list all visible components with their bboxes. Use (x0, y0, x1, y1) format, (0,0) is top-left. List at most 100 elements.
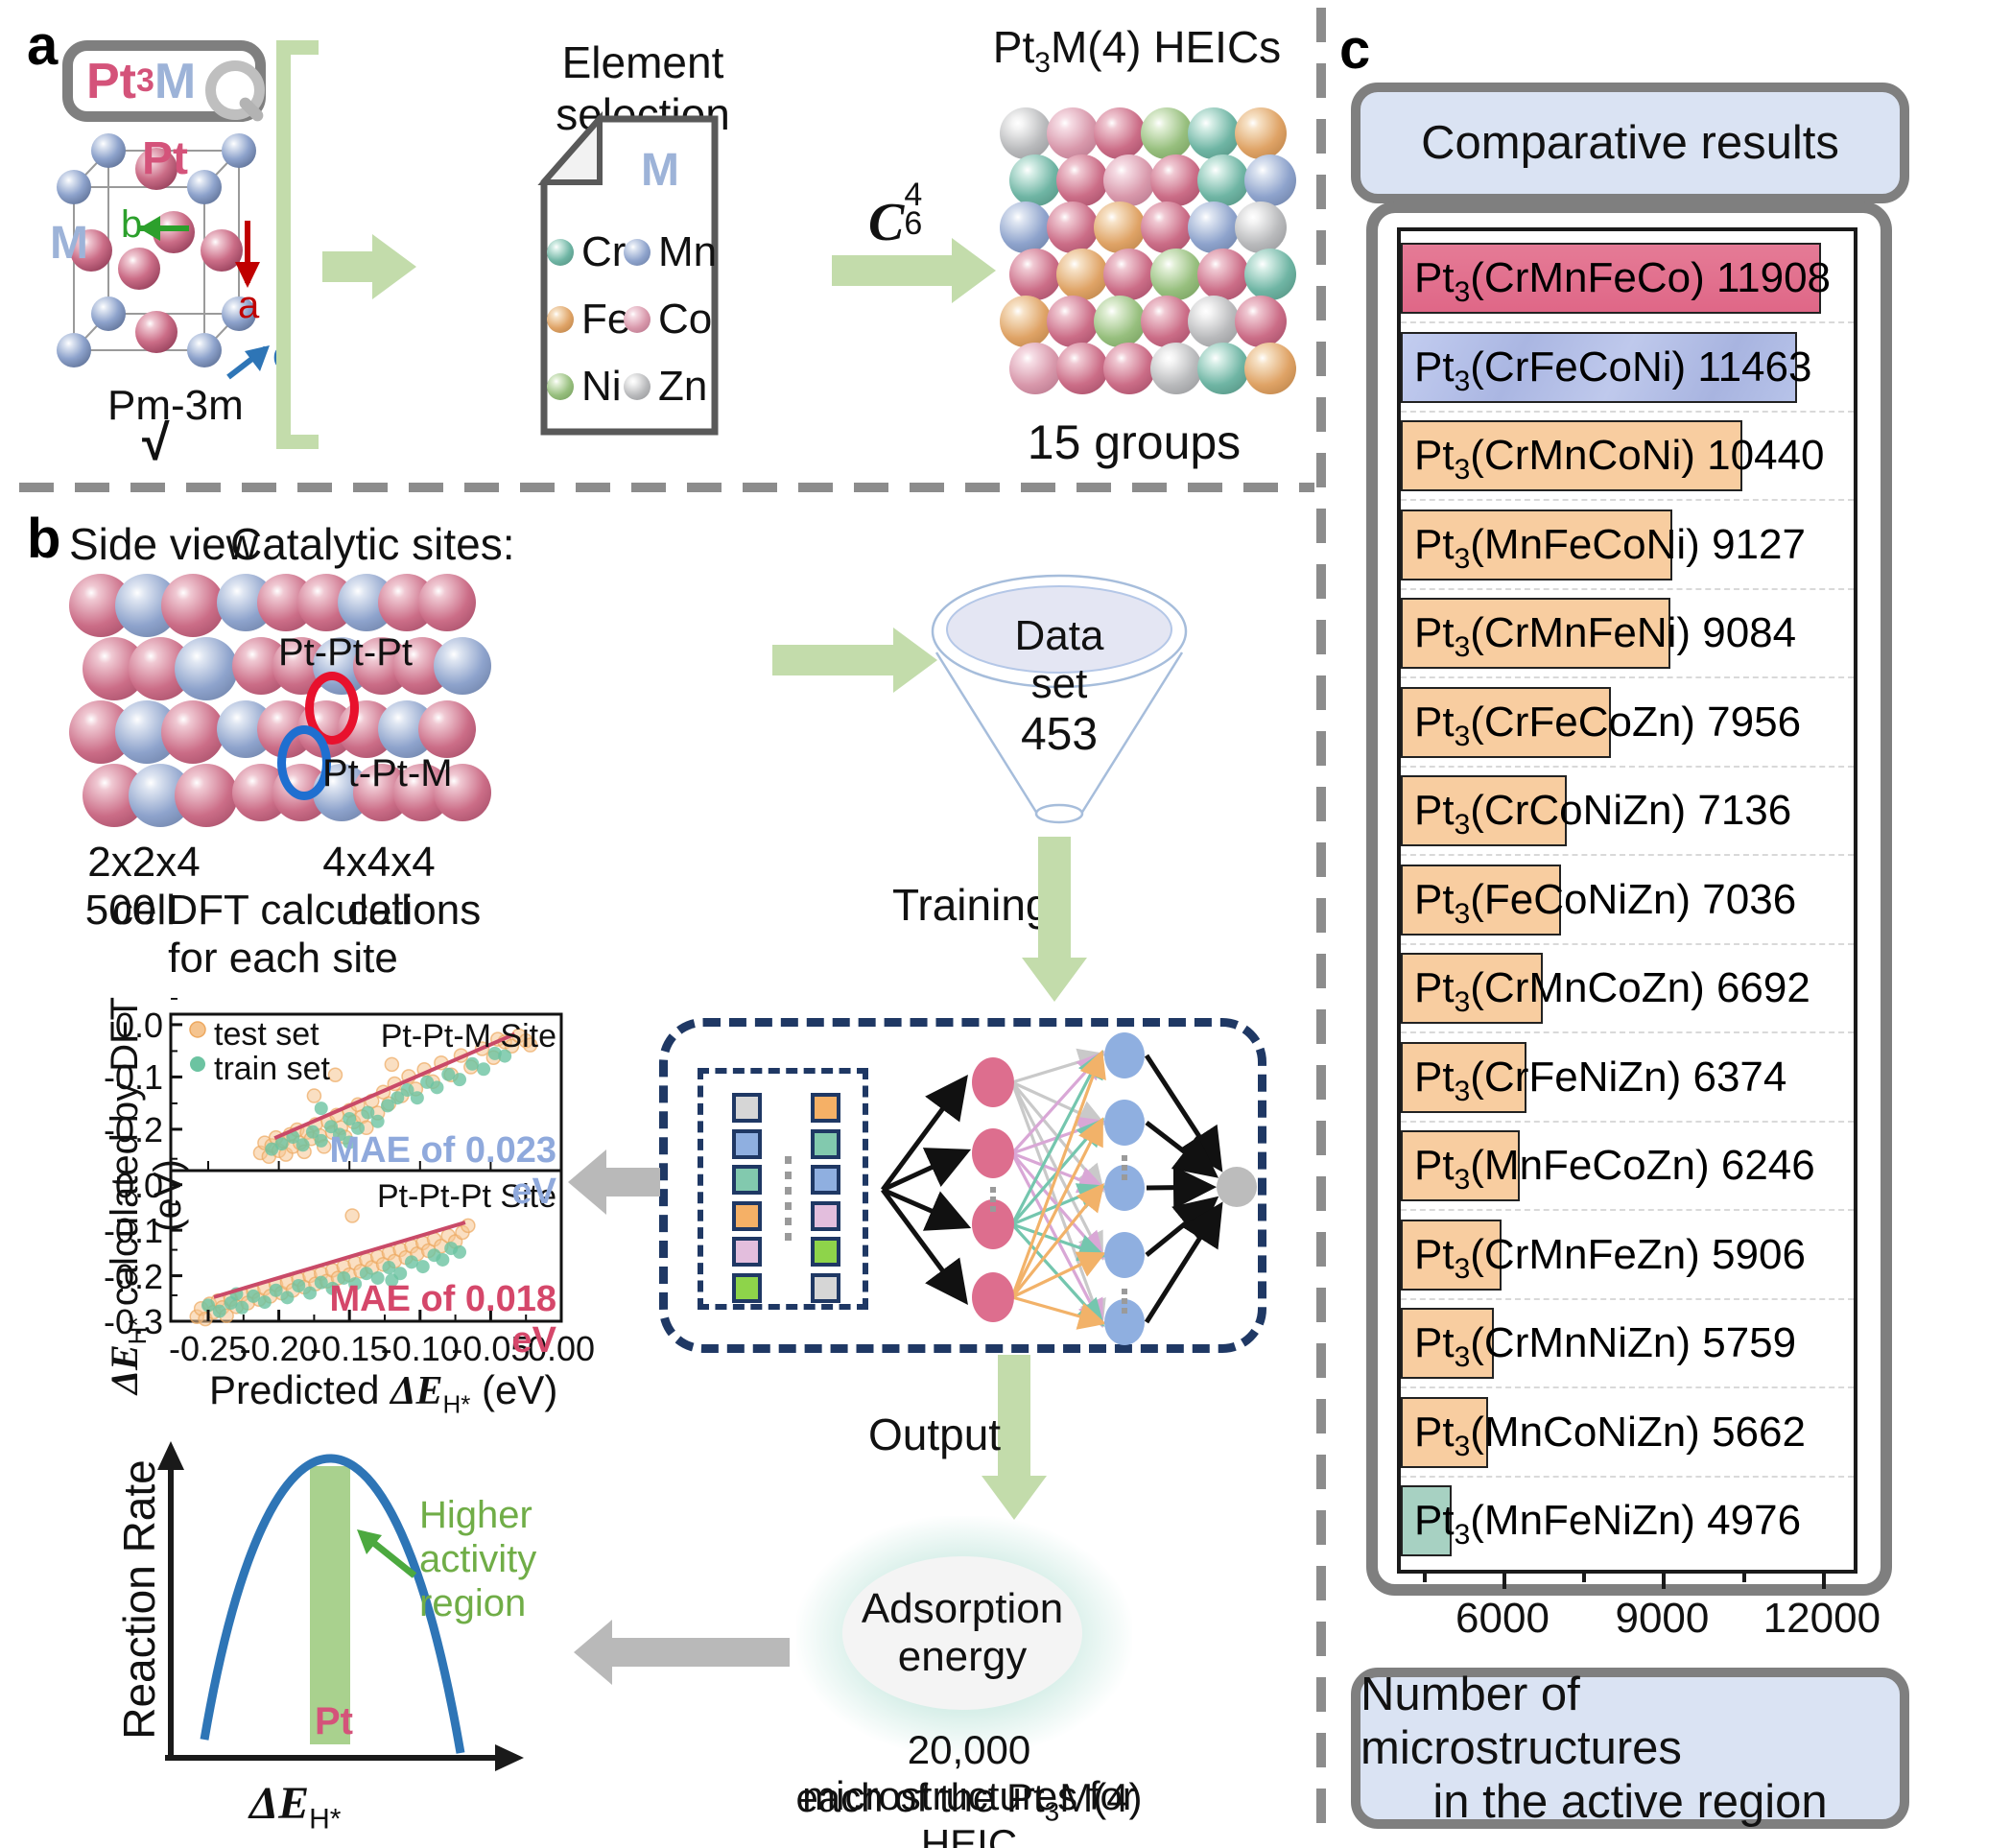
mae-pt-pt-m: MAE of 0.023 eV (329, 1130, 556, 1212)
site-label-ptptm: Pt-Pt-M (322, 752, 453, 794)
scatter-xlabel: Predicted ΔEH* (eV) (209, 1367, 558, 1419)
element-selection-title: Element selection (556, 37, 730, 139)
element-symbol: Zn (658, 363, 708, 410)
bar-row-crconizn: Pt3(CrCoNiZn) 7136 (1401, 775, 1854, 846)
bar-fill (1401, 864, 1562, 936)
rate-curve (200, 1454, 465, 1754)
bar-label: Pt3(CrMnFeCo) 11908 (1414, 254, 1832, 308)
bar-fill (1401, 598, 1671, 669)
bar-row-crfeconi: Pt3(CrFeCoNi) 11463 (1401, 331, 1854, 403)
panel-c-label: c (1339, 18, 1371, 81)
axis-tick (1821, 1574, 1826, 1589)
fe-sphere-icon (547, 306, 574, 333)
reaction-rate-plot (157, 1441, 524, 1771)
combination-letter: C (868, 193, 905, 252)
bar-label: Pt3(CrMnCoZn) 6692 (1414, 964, 1810, 1018)
axis-a-arrow (235, 262, 260, 288)
comparative-results-header: Comparative results (1351, 83, 1909, 203)
heic-sphere (1150, 343, 1202, 394)
heic-sphere (1235, 107, 1287, 159)
bar-row-crfecozn: Pt3(CrFeCoZn) 7956 (1401, 686, 1854, 758)
panel-divider-horizontal (19, 483, 1314, 492)
xtick: -0.10 (380, 1329, 460, 1368)
xtick: -0.20 (239, 1329, 319, 1368)
ytick: -0.1 (103, 1057, 163, 1098)
element-item-fe: Fe (547, 296, 630, 344)
bar-row-crmnnizn: Pt3(CrMnNiZn) 5759 (1401, 1308, 1854, 1379)
feature-square (811, 1165, 840, 1195)
space-group-label: Pm-3m (107, 382, 244, 429)
bar-label: Pt3(CrMnFeNi) 9084 (1414, 609, 1797, 663)
bar-separator (1401, 942, 1854, 945)
heic-sphere (1188, 201, 1240, 253)
panel-a-bracket-top-arm (276, 40, 319, 55)
heic-sphere (1197, 154, 1249, 206)
axis-tick-label: 6000 (1455, 1595, 1550, 1642)
search-text-m: M (154, 53, 197, 109)
search-text-sub: 3 (136, 62, 154, 99)
heic-sphere (1197, 249, 1249, 300)
crystal-pt-label: Pt (142, 133, 188, 184)
panel1-title: Pt-Pt-M Site (380, 1018, 556, 1054)
annotation-line: region (419, 1582, 527, 1624)
panel-a-bracket-bottom-arm (276, 435, 319, 449)
header-text: Comparative results (1421, 117, 1839, 169)
co-sphere-icon (624, 306, 651, 333)
bar-row-crmnconi: Pt3(CrMnCoNi) 10440 (1401, 420, 1854, 491)
axis-a-label: a (238, 284, 260, 326)
feature-dots (785, 1156, 792, 1243)
bar-row-crmnfezn: Pt3(CrMnFeZn) 5906 (1401, 1219, 1854, 1291)
footer-line1: Number of microstructures (1360, 1669, 1682, 1774)
bar-fill (1401, 331, 1798, 403)
side-view-title: Side view (69, 519, 258, 569)
bar-label: Pt3(CrCoNiZn) 7136 (1414, 787, 1792, 841)
bar-separator (1401, 1120, 1854, 1123)
microstructures-caption-1: 20,000 microstructures for (802, 1727, 1136, 1818)
panel2-title: Pt-Pt-Pt Site (376, 1178, 556, 1215)
pt-band-label: Pt (315, 1700, 353, 1742)
microstructures-caption-2: each of the Pt3M(4) HEIC (777, 1775, 1161, 1848)
bar-row-crmncozn: Pt3(CrMnCoZn) 6692 (1401, 953, 1854, 1024)
legend-test: test set (214, 1016, 319, 1053)
heic-sphere (1056, 249, 1108, 300)
cluster-sphere (161, 574, 225, 637)
element-symbol: Ni (581, 363, 622, 410)
cluster-sphere (175, 764, 238, 827)
micro2-sub: 3 (1044, 1796, 1060, 1827)
heic-sphere (1188, 107, 1240, 159)
footer-line2: in the active region (1432, 1776, 1828, 1828)
heics-title-sub: 3 (1034, 47, 1051, 80)
site-ring-blue (277, 725, 331, 800)
axis-c-arrow (245, 345, 270, 371)
crystal-m-label: M (50, 218, 88, 269)
heic-sphere (1009, 343, 1061, 394)
cluster-sphere (434, 764, 491, 821)
heic-sphere (1056, 154, 1108, 206)
doc-m-label: M (641, 145, 679, 196)
output-label: Output (868, 1410, 1002, 1459)
cluster-sphere (418, 574, 476, 631)
magnifier-icon[interactable] (205, 60, 265, 120)
panel-a-bracket (276, 40, 291, 449)
bar-label: Pt3(CrFeCoNi) 11463 (1414, 343, 1812, 397)
cluster-sphere (175, 637, 238, 700)
bar-fill (1401, 1130, 1520, 1201)
ytick: -0.3 (103, 1302, 163, 1341)
legend-train: train set (214, 1051, 330, 1087)
feature-square (732, 1237, 762, 1267)
bar-row-crmnfeco: Pt3(CrMnFeCo) 11908 (1401, 243, 1854, 314)
bar-label: Pt3(CrFeNiZn) 6374 (1414, 1053, 1787, 1107)
heic-sphere (1000, 296, 1052, 347)
bar-row-mnfeconi: Pt3(MnFeCoNi) 9127 (1401, 509, 1854, 580)
cell1-label: 2x2x4 cell (87, 839, 201, 934)
bar-separator (1401, 1209, 1854, 1211)
site-label-ptptpt: Pt-Pt-Pt (278, 631, 414, 674)
xtick: -0.15 (310, 1329, 390, 1368)
bar-fill (1401, 1485, 1453, 1556)
search-box[interactable]: Pt 3 M (62, 40, 266, 124)
feature-square (811, 1237, 840, 1267)
reaction-rate-ylabel: Reaction Rate (114, 1459, 164, 1740)
bar-chart-area: Pt3(CrMnFeCo) 11908 Pt3(CrFeCoNi) 11463 Pt… (1397, 227, 1857, 1574)
